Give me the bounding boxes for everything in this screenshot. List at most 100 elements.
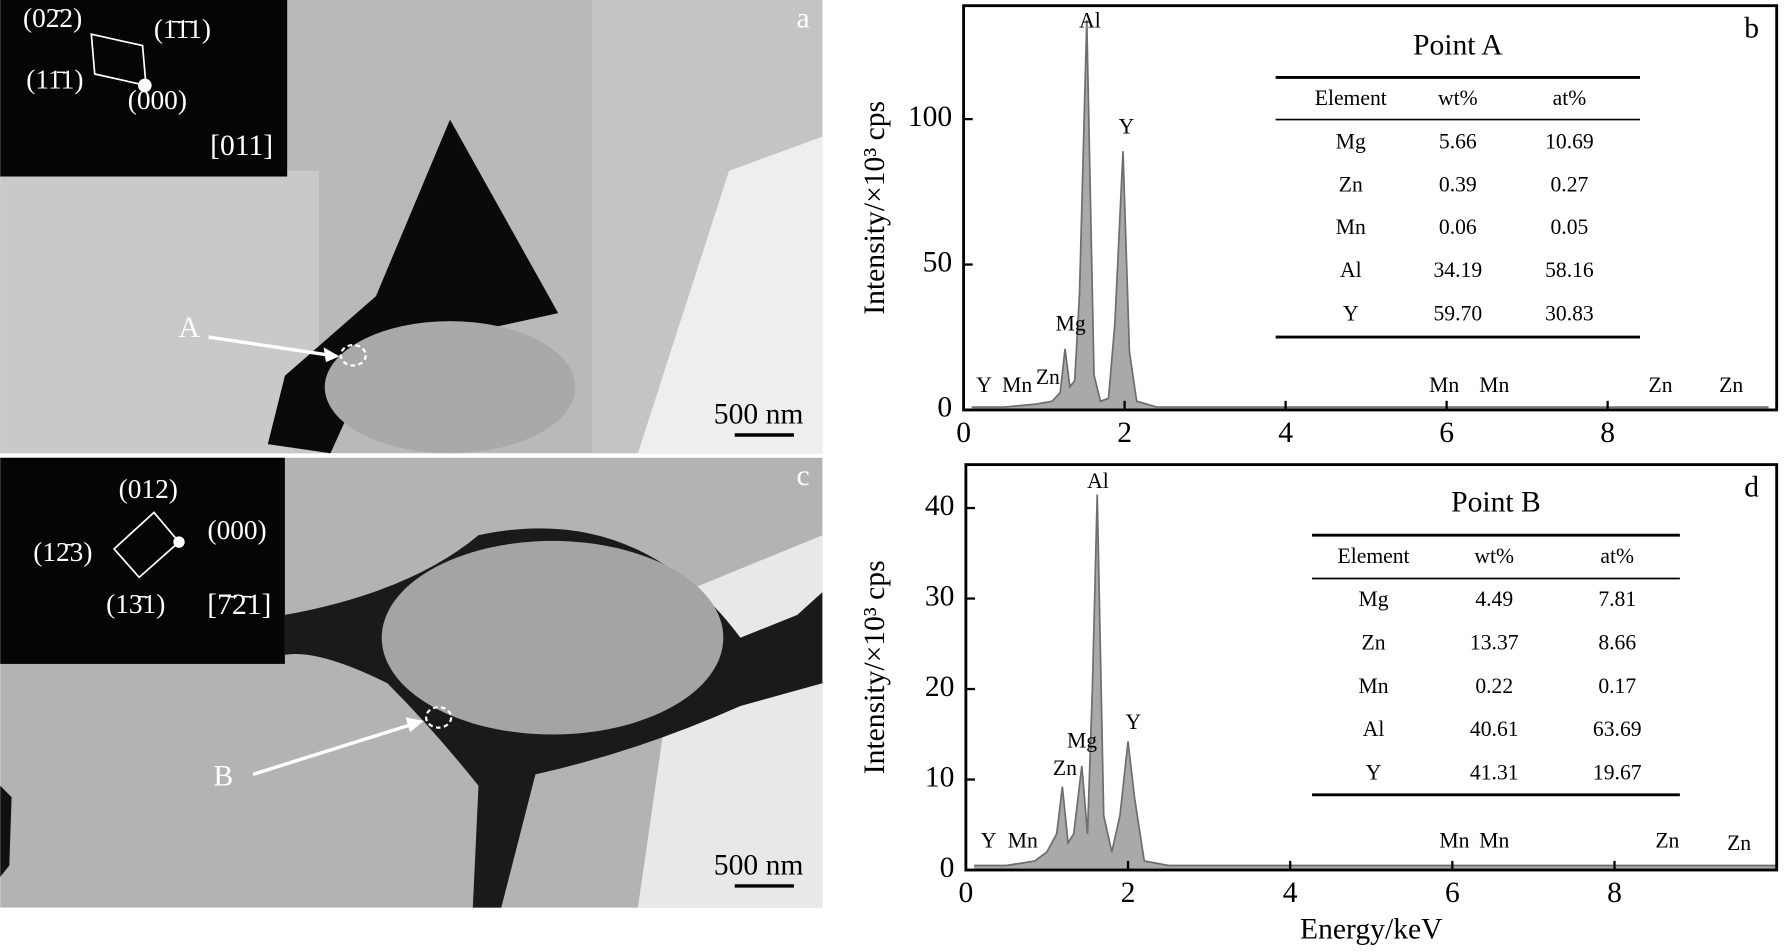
peak-label: Mg [1056,312,1086,336]
peak-label: Mn [1479,829,1509,853]
point-label: A [179,312,201,344]
peak-label: Y [981,829,997,853]
sad-label: (13̄1) [106,589,165,619]
scale-bar-label: 500 nm [714,399,804,431]
y-tick-label: 30 [925,580,955,612]
x-tick-label: 4 [1278,417,1293,449]
table-cell: 0.22 [1475,674,1513,698]
peak-label: Y [1125,710,1141,734]
table-cell: Al [1363,717,1385,741]
panel-letter: d [1744,471,1759,503]
table-header: at% [1600,544,1634,568]
sad-label: (000) [207,515,266,545]
table-cell: 5.66 [1439,129,1477,153]
y-axis-label: Intensity/×10³ cps [859,560,891,774]
peak-label: Mn [1429,373,1459,397]
table-cell: 59.70 [1433,301,1482,325]
table-cell: 19.67 [1593,760,1642,784]
panel-letter: a [796,2,809,34]
arrow [208,335,331,357]
sad-label: (02̄2) [23,3,82,33]
plot-frame [964,463,1779,872]
table-cell: 13.37 [1470,631,1519,655]
peak-label: Mn [1002,373,1032,397]
table-header: wt% [1474,544,1514,568]
x-tick-label: 6 [1439,417,1454,449]
sad-spot [173,536,185,548]
sad-spot [138,78,152,93]
peak-label: Zn [1036,365,1060,389]
table-cell: 0.39 [1439,173,1477,197]
x-tick-label: 0 [956,417,971,449]
table-cell: 0.05 [1550,215,1588,239]
y-tick-label: 10 [925,761,955,793]
sad-label: (000) [128,85,187,115]
x-tick-label: 0 [958,877,973,909]
table-cell: Y [1343,301,1359,325]
peak-label: Zn [1727,831,1751,855]
table-cell: Y [1366,760,1382,784]
sad-label: (012) [119,474,178,504]
table-cell: 0.27 [1550,173,1588,197]
peak-label: Zn [1053,756,1077,780]
tem-region [637,136,823,454]
peak-label: Al [1087,469,1109,493]
x-tick-label: 8 [1607,877,1622,909]
peak-label: Mg [1067,728,1097,752]
sad-label: (12̄3) [33,537,92,567]
table-cell: 0.17 [1598,674,1636,698]
point-label: B [214,761,234,793]
table-cell: 41.31 [1470,760,1519,784]
table-cell: 63.69 [1593,717,1642,741]
tem-grain [381,540,724,735]
sad-cell [112,511,181,579]
peak-label: Y [976,373,992,397]
y-axis-label: Intensity/×10³ cps [859,101,891,315]
y-tick-label: 20 [925,671,955,703]
table-cell: Mg [1336,129,1366,153]
tem-particle [0,785,12,877]
peak-label: Y [1119,115,1135,139]
x-tick-label: 2 [1121,877,1136,909]
tem-grain [324,321,576,454]
peak-label: Mn [1479,373,1509,397]
peak-label: Mn [1439,829,1469,853]
table-cell: 40.61 [1470,717,1519,741]
y-tick-label: 0 [937,392,952,424]
table-cell: 58.16 [1545,258,1594,282]
table-cell: Zn [1362,631,1386,655]
sad-inset [0,457,285,664]
table-title: Point A [1413,30,1503,62]
peak-label: Zn [1649,373,1673,397]
spectrum-line [973,494,1777,867]
table-cell: Mn [1336,215,1366,239]
table-cell: 4.49 [1475,587,1513,611]
peak-label: Zn [1655,829,1679,853]
table-cell: 10.69 [1545,129,1594,153]
panel-letter: c [796,460,809,492]
y-tick-label: 100 [908,101,952,133]
table-cell: 0.06 [1439,215,1477,239]
peak-label: Zn [1719,373,1743,397]
table-cell: 34.19 [1433,258,1482,282]
table-cell: 7.81 [1598,587,1636,611]
sad-label: (1̄1̄1) [154,14,211,44]
table-header: Element [1338,544,1410,568]
zone-axis: [7̄2̄1] [207,589,271,621]
peak-label: Mn [1008,829,1038,853]
table-cell: 30.83 [1545,301,1594,325]
arrow-head [405,717,424,733]
x-tick-label: 2 [1117,417,1132,449]
table-cell: Zn [1339,173,1363,197]
table-header: Element [1315,86,1387,110]
point-marker [339,343,367,367]
point-marker [424,706,453,729]
table-title: Point B [1451,486,1541,518]
peak-label: Al [1079,9,1101,33]
sad-label: (11̄1) [26,64,83,94]
x-tick-label: 8 [1600,417,1615,449]
x-tick-label: 6 [1445,877,1460,909]
y-tick-label: 50 [923,246,953,278]
